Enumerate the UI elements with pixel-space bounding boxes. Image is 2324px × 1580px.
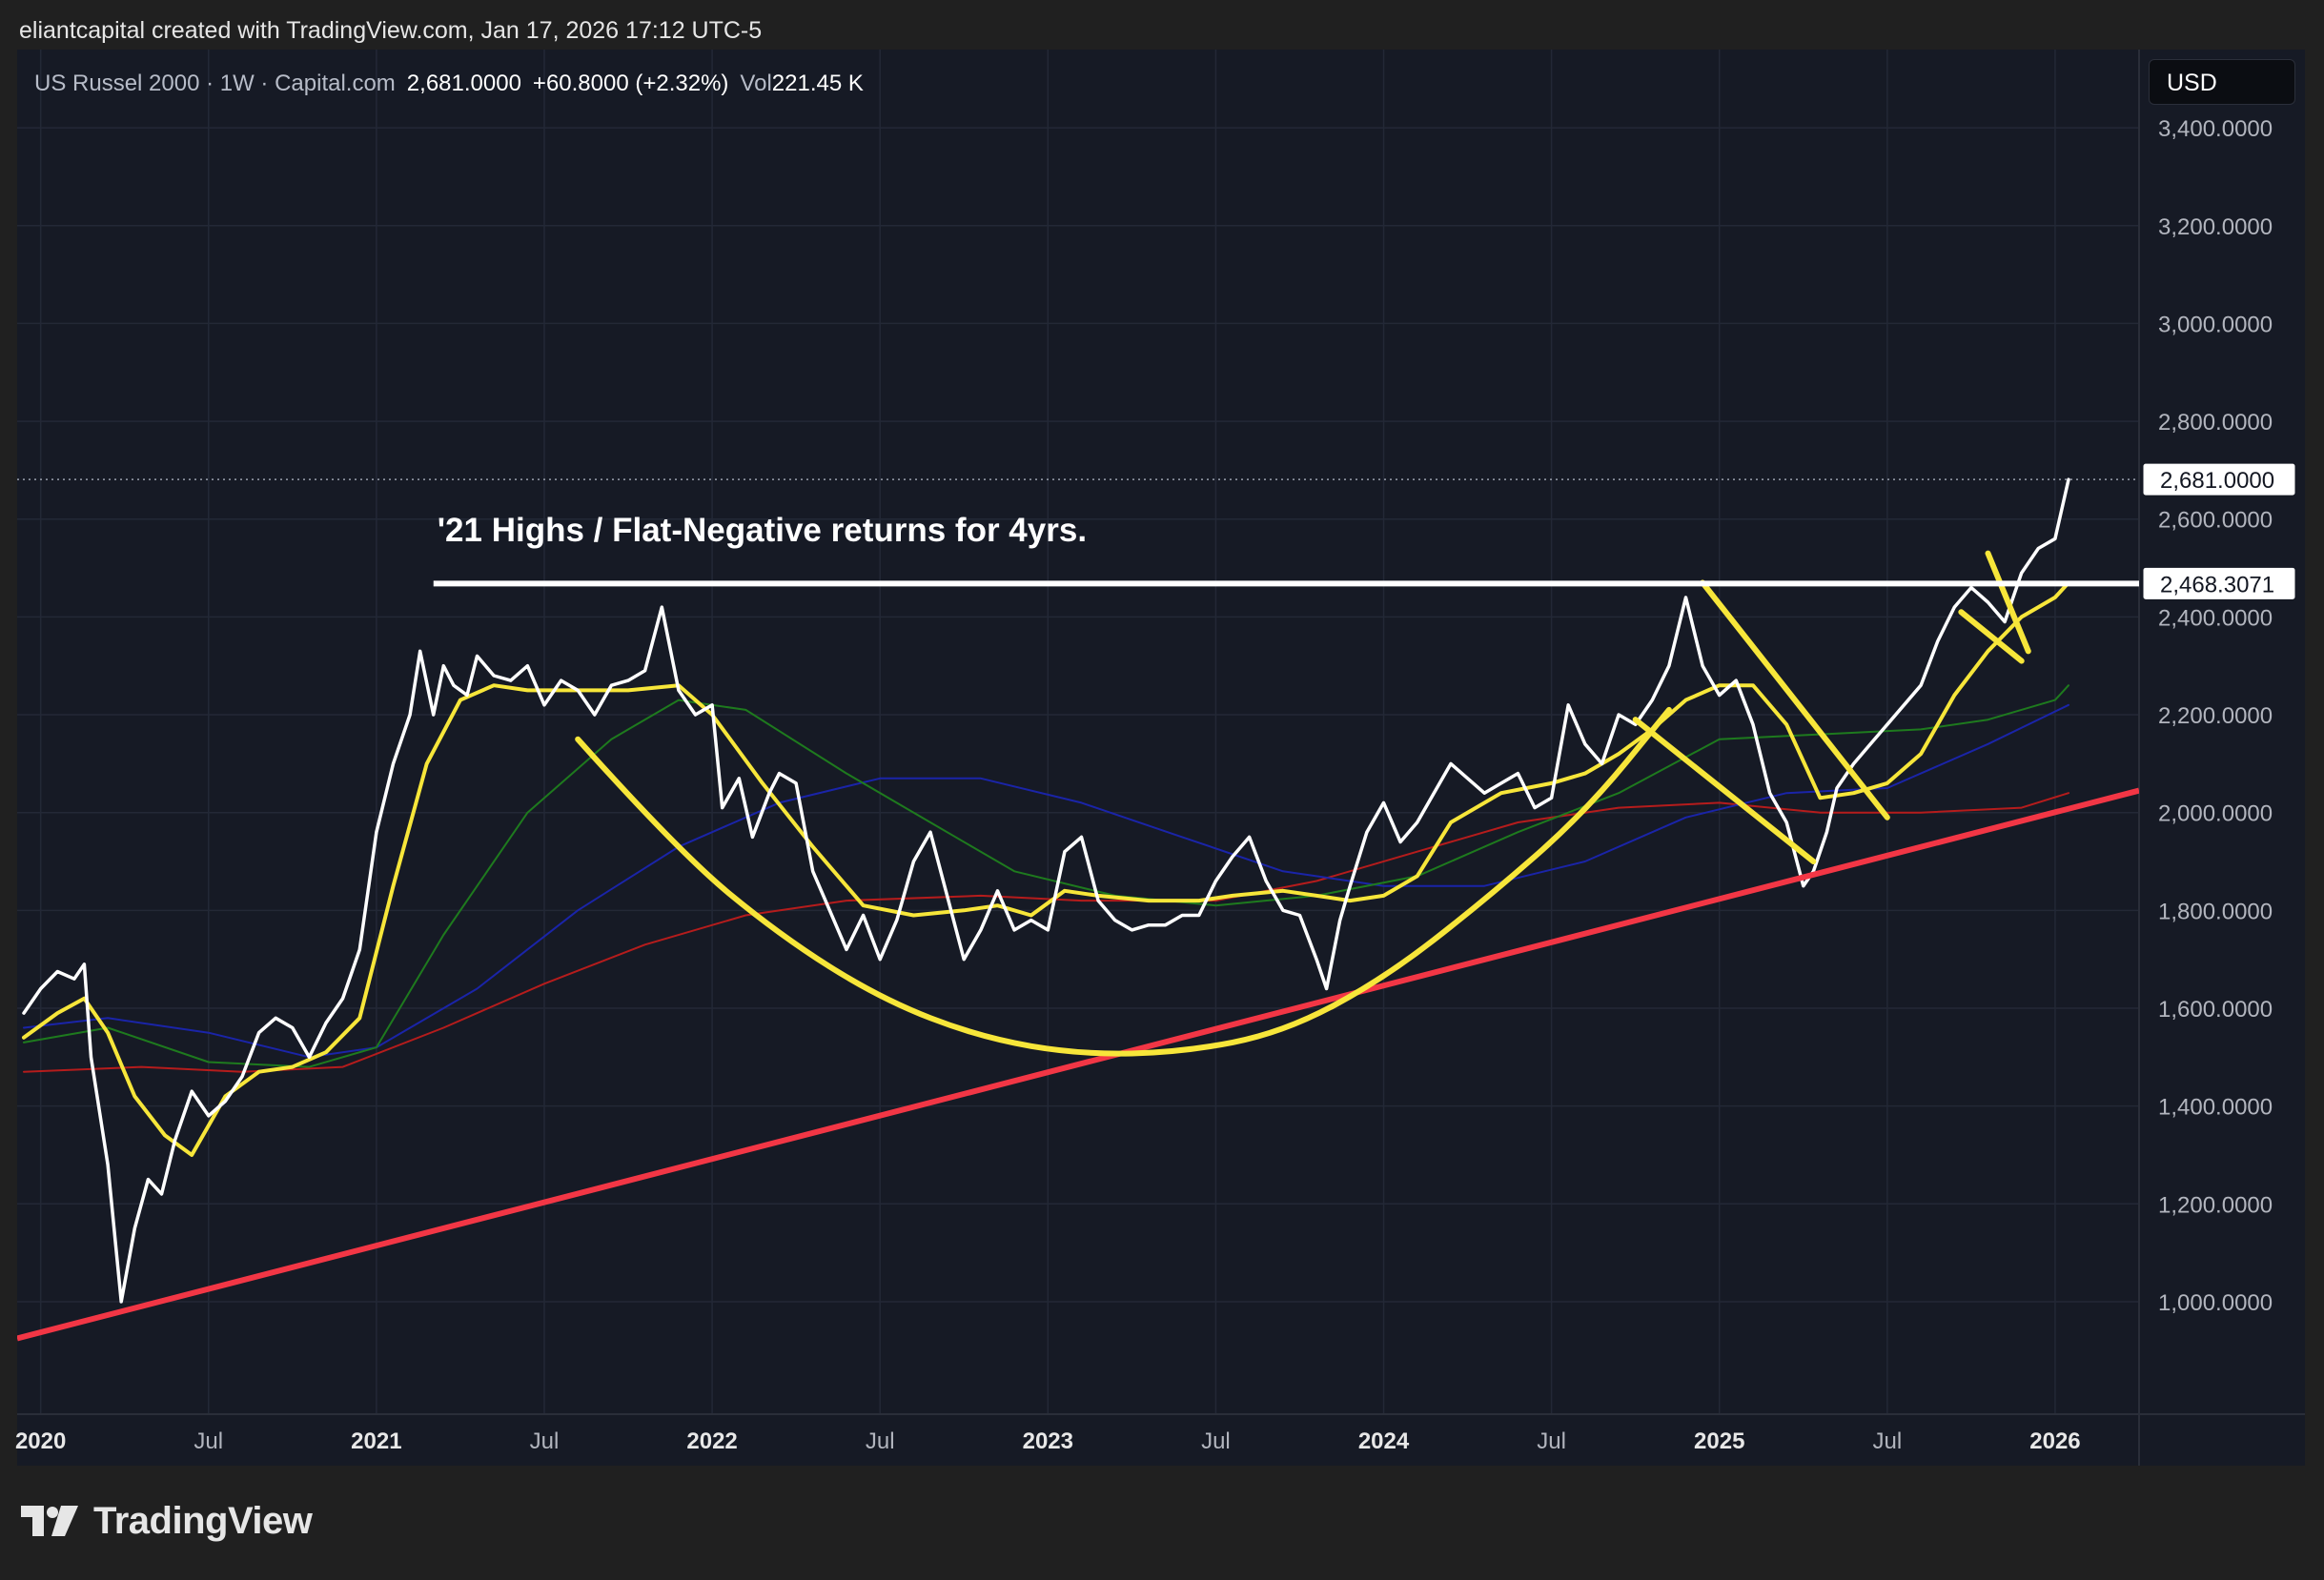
axes (17, 50, 2305, 1466)
time-tick-label: Jul (1201, 1428, 1231, 1454)
price-label-level: 2,468.3071 (2160, 572, 2274, 598)
price-tick-label: 2,000.0000 (2158, 801, 2273, 827)
price-tick-label: 2,400.0000 (2158, 605, 2273, 631)
time-tick-label: Jul (1537, 1428, 1566, 1454)
support-trendline (17, 787, 2139, 1342)
price-tick-label: 1,200.0000 (2158, 1192, 2273, 1218)
time-tick-label: Jul (530, 1428, 560, 1454)
plot-area: '21 Highs / Flat-Negative returns for 4y… (17, 477, 2139, 1342)
time-tick-label: 2024 (1358, 1428, 1410, 1454)
symbol-label: US Russel 2000 · 1W · Capital.com (34, 71, 396, 96)
time-tick-label: Jul (1872, 1428, 1902, 1454)
chart-panel[interactable] (17, 50, 2305, 1466)
price-label-last: 2,681.0000 (2160, 468, 2274, 494)
volume-label: Vol (740, 71, 772, 96)
price-tick-label: 2,200.0000 (2158, 703, 2273, 729)
time-tick-label: 2020 (15, 1428, 66, 1454)
trend-segment-annotation (1985, 550, 2031, 655)
time-tick-label: 2025 (1694, 1428, 1744, 1454)
cup-arc-annotation (575, 706, 1672, 1057)
series-line-ma-50 (23, 703, 2069, 1059)
series-line-ma-100 (23, 792, 2069, 1073)
currency-button[interactable]: USD (2149, 59, 2295, 105)
time-tick-label: 2022 (686, 1428, 737, 1454)
trend-segment-annotation (1632, 717, 1817, 865)
price-tick-label: 1,000.0000 (2158, 1290, 2273, 1316)
price-label-box (2142, 566, 2296, 600)
chart-caption: eliantcapital created with TradingView.c… (19, 17, 763, 44)
series-line-ma-30 (23, 684, 2069, 1068)
series-group (17, 477, 2139, 1342)
volume-value: 221.45 K (771, 71, 864, 96)
trend-segment-annotation (1958, 609, 2025, 664)
time-tick-label: Jul (194, 1428, 223, 1454)
price-tick-label: 2,600.0000 (2158, 508, 2273, 534)
price-tick-label: 3,400.0000 (2158, 116, 2273, 142)
annotation-text: '21 Highs / Flat-Negative returns for 4y… (438, 512, 1087, 549)
price-axis: 1,000.0000 1,200.0000 1,400.0000 1,600.0000… (2142, 116, 2296, 1316)
trend-segment-annotation (1700, 579, 1890, 820)
series-line-ma-10 (22, 580, 2070, 1157)
price-change: +60.8000 (+2.32%) (532, 71, 729, 96)
price-tick-label: 3,000.0000 (2158, 312, 2273, 337)
tradingview-logo-icon (21, 1505, 78, 1536)
price-tick-label: 1,600.0000 (2158, 997, 2273, 1023)
time-tick-label: 2026 (2029, 1428, 2080, 1454)
price-tick-label: 2,800.0000 (2158, 410, 2273, 436)
time-tick-label: 2021 (351, 1428, 401, 1454)
price-tick-label: 3,200.0000 (2158, 214, 2273, 240)
time-tick-label: 2023 (1023, 1428, 1073, 1454)
grid-lines (17, 50, 2139, 1414)
time-axis: 2020 Jul 2021 Jul 2022 Jul 2023 Jul 2024 Jul 2025 J… (15, 1428, 2081, 1454)
price-tick-label: 1,800.0000 (2158, 899, 2273, 924)
price-tick-label: 1,400.0000 (2158, 1095, 2273, 1121)
time-tick-label: Jul (866, 1428, 895, 1454)
tradingview-logo[interactable]: TradingView (21, 1500, 313, 1543)
last-price: 2,681.0000 (406, 71, 521, 96)
brand-name: TradingView (93, 1500, 313, 1542)
price-label-box (2142, 462, 2296, 496)
series-line-price (22, 477, 2070, 1304)
symbol-legend[interactable]: US Russel 2000 · 1W · Capital.com 2,681.0… (34, 71, 864, 97)
